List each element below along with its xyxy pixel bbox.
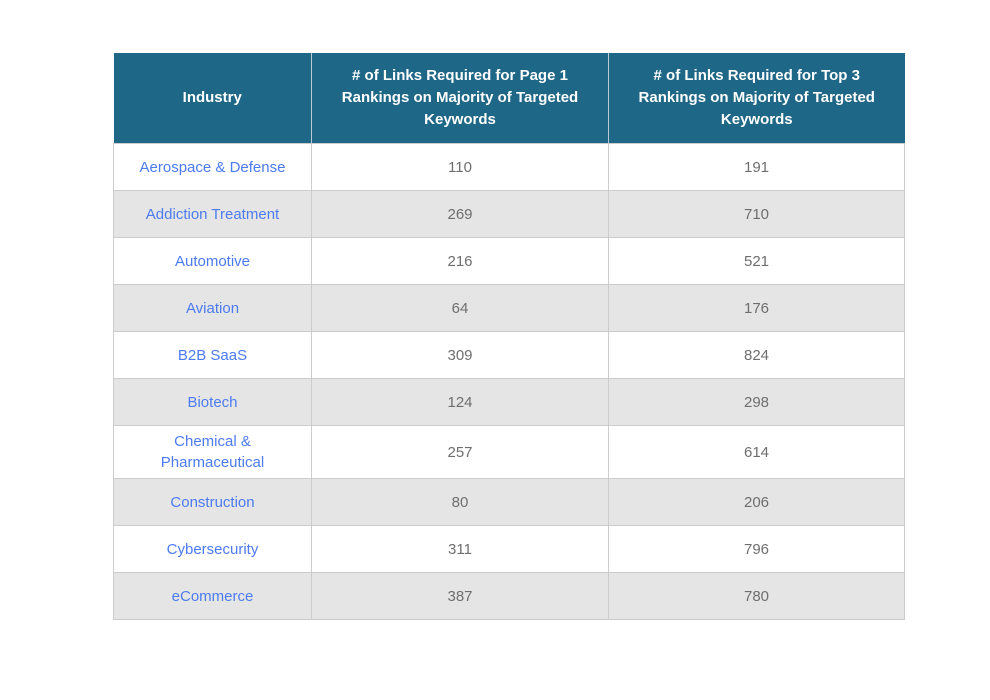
links-required-table: Industry # of Links Required for Page 1 … — [113, 53, 905, 620]
industry-link[interactable]: B2B SaaS — [177, 346, 248, 364]
table-row: Cybersecurity 311 796 — [113, 525, 905, 573]
table-row: B2B SaaS 309 824 — [113, 331, 905, 379]
industry-link[interactable]: Aviation — [185, 299, 240, 317]
page1-value: 80 — [311, 478, 609, 526]
table-row: Addiction Treatment 269 710 — [113, 190, 905, 238]
industry-link[interactable]: Chemical & Pharmaceutical — [160, 433, 265, 471]
page1-value: 64 — [311, 284, 609, 332]
top3-value: 191 — [608, 143, 905, 191]
table-row: Aviation 64 176 — [113, 284, 905, 332]
header-row: Industry # of Links Required for Page 1 … — [113, 53, 905, 144]
industry-cell: Cybersecurity — [113, 525, 312, 573]
page1-value: 311 — [311, 525, 609, 573]
top3-value: 298 — [608, 378, 905, 426]
industry-link[interactable]: Biotech — [187, 393, 238, 411]
top3-value: 824 — [608, 331, 905, 379]
industry-cell: Aviation — [113, 284, 312, 332]
header-industry: Industry — [113, 53, 312, 144]
industry-link[interactable]: Aerospace & Defense — [139, 158, 286, 176]
industry-link[interactable]: Cybersecurity — [166, 540, 259, 558]
industry-cell: Addiction Treatment — [113, 190, 312, 238]
top3-value: 614 — [608, 425, 905, 479]
industry-cell: Biotech — [113, 378, 312, 426]
industry-cell: Aerospace & Defense — [113, 143, 312, 191]
industry-cell: eCommerce — [113, 572, 312, 620]
page1-value: 124 — [311, 378, 609, 426]
table-row: Aerospace & Defense 110 191 — [113, 143, 905, 191]
industry-link[interactable]: eCommerce — [171, 587, 254, 605]
table-row: Chemical & Pharmaceutical 257 614 — [113, 425, 905, 479]
table-row: Biotech 124 298 — [113, 378, 905, 426]
top3-value: 796 — [608, 525, 905, 573]
industry-link[interactable]: Addiction Treatment — [145, 205, 280, 223]
header-top3-links: # of Links Required for Top 3 Rankings o… — [608, 53, 905, 144]
top3-value: 176 — [608, 284, 905, 332]
industry-link[interactable]: Automotive — [174, 252, 251, 270]
top3-value: 780 — [608, 572, 905, 620]
top3-value: 710 — [608, 190, 905, 238]
table-body: Aerospace & Defense 110 191 Addiction Tr… — [113, 143, 905, 620]
table-row: Construction 80 206 — [113, 478, 905, 526]
page1-value: 257 — [311, 425, 609, 479]
industry-cell: B2B SaaS — [113, 331, 312, 379]
industry-cell: Chemical & Pharmaceutical — [113, 425, 312, 479]
page1-value: 216 — [311, 237, 609, 285]
top3-value: 206 — [608, 478, 905, 526]
page1-value: 110 — [311, 143, 609, 191]
industry-cell: Automotive — [113, 237, 312, 285]
table-row: Automotive 216 521 — [113, 237, 905, 285]
page1-value: 387 — [311, 572, 609, 620]
table-row: eCommerce 387 780 — [113, 572, 905, 620]
header-page1-links: # of Links Required for Page 1 Rankings … — [311, 53, 609, 144]
table-header: Industry # of Links Required for Page 1 … — [113, 53, 905, 144]
top3-value: 521 — [608, 237, 905, 285]
industry-cell: Construction — [113, 478, 312, 526]
industry-link[interactable]: Construction — [170, 493, 255, 511]
links-required-table-container: Industry # of Links Required for Page 1 … — [113, 53, 905, 620]
page1-value: 269 — [311, 190, 609, 238]
page1-value: 309 — [311, 331, 609, 379]
